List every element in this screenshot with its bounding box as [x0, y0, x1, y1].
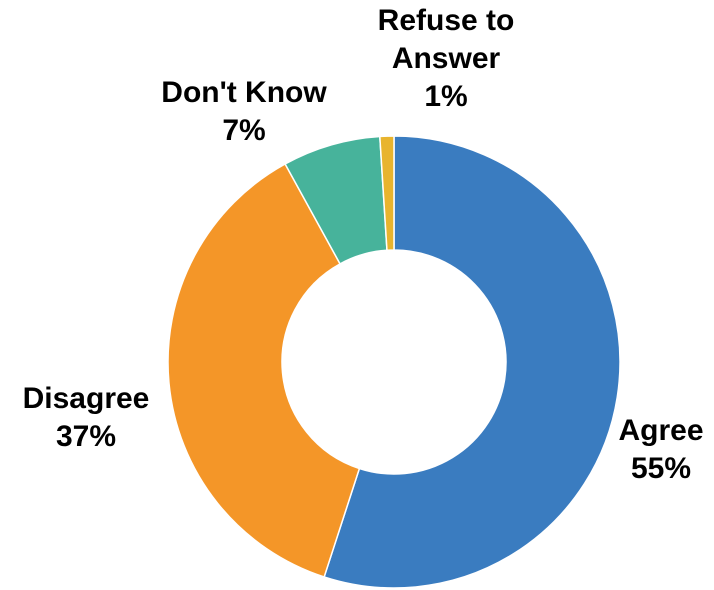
slice-disagree: [167, 162, 361, 578]
data-label-name: Disagree: [23, 382, 150, 415]
data-label-value: 7%: [222, 114, 265, 147]
data-label-value: 55%: [631, 452, 691, 485]
data-label-name: Answer: [392, 42, 501, 75]
data-label-agree: Agree 55%: [618, 414, 703, 485]
slice-refuse-to-answer: [379, 135, 395, 252]
data-label-value: 1%: [424, 80, 467, 113]
data-label-name: Agree: [618, 414, 703, 447]
data-label-don-t-know: Don't Know 7%: [161, 76, 327, 147]
data-labels: Agree 55% Disagree 37% Don't Know 7% Refuse to…: [23, 4, 704, 485]
data-label-name: Don't Know: [161, 76, 327, 109]
data-label-disagree: Disagree 37%: [23, 382, 150, 453]
data-label-refuse-to-answer: Refuse to Answer 1%: [378, 4, 515, 113]
data-label-name: Refuse to: [378, 4, 515, 37]
slice-agree: [323, 135, 621, 589]
data-label-value: 37%: [56, 420, 116, 453]
donut-slices: [167, 135, 621, 589]
